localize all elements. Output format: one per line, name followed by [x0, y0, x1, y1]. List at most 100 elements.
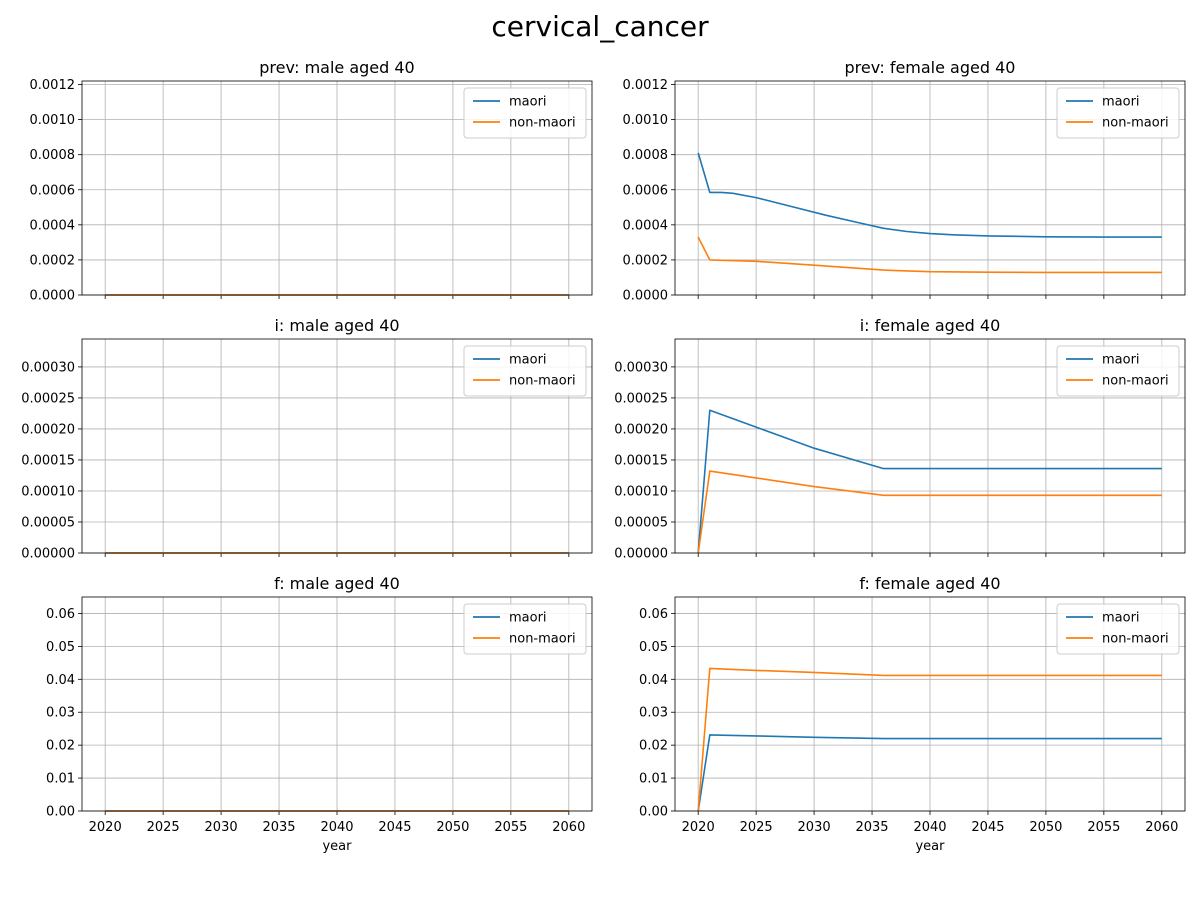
y-tick-label: 0.00010 — [21, 484, 75, 499]
x-axis-label: year — [915, 839, 945, 854]
x-tick-label: 2045 — [378, 820, 411, 835]
y-tick-label: 0.01 — [46, 772, 75, 787]
y-tick-label: 0.00005 — [21, 515, 75, 530]
y-tick-label: 0.05 — [46, 640, 75, 655]
y-tick-label: 0.04 — [639, 673, 668, 688]
x-tick-label: 2055 — [494, 820, 527, 835]
x-tick-label: 2050 — [1029, 820, 1062, 835]
y-tick-label: 0.00005 — [614, 515, 668, 530]
legend-label: maori — [1102, 95, 1140, 110]
y-tick-label: 0.0000 — [623, 289, 669, 304]
legend: maori non-maori — [1056, 87, 1180, 139]
y-tick-label: 0.04 — [46, 673, 75, 688]
legend-label: maori — [509, 611, 547, 626]
y-tick-label: 0.00000 — [21, 547, 75, 562]
panel-4: 0.00000 0.00005 0.00010 0.00015 0.00020 0.000… — [614, 316, 1186, 562]
panel-6: 0.00 0.01 0.02 0.03 0.04 0.05 0.06 2020 2025 2030… — [639, 574, 1186, 854]
figure-title: cervical_cancer — [491, 10, 709, 43]
y-tick-label: 0.02 — [46, 739, 75, 754]
x-tick-label: 2040 — [913, 820, 946, 835]
y-tick-label: 0.00030 — [21, 360, 75, 375]
series-line-non-maori — [697, 470, 1162, 554]
panel-5: 0.00 0.01 0.02 0.03 0.04 0.05 0.06 2020 2025 2030… — [46, 574, 593, 854]
y-tick-label: 0.00 — [639, 805, 668, 820]
plot-frame — [81, 80, 593, 296]
y-tick-label: 0.0006 — [30, 183, 76, 198]
y-tick-label: 0.0012 — [623, 78, 669, 93]
panel-title: prev: female aged 40 — [845, 58, 1016, 77]
x-tick-label: 2050 — [436, 820, 469, 835]
plot-frame — [81, 338, 593, 554]
legend: maori non-maori — [463, 345, 587, 397]
x-axis-label: year — [322, 839, 352, 854]
legend: maori non-maori — [1056, 603, 1180, 655]
panel-title: i: male aged 40 — [274, 316, 399, 335]
y-tick-label: 0.0012 — [30, 78, 76, 93]
y-tick-label: 0.0008 — [623, 148, 669, 163]
plot-frame — [81, 596, 593, 812]
y-tick-label: 0.0008 — [30, 148, 76, 163]
y-tick-label: 0.0004 — [623, 218, 669, 233]
y-tick-label: 0.03 — [46, 706, 75, 721]
legend-label: non-maori — [509, 632, 576, 647]
y-tick-label: 0.00030 — [614, 360, 668, 375]
series-line-maori — [697, 152, 1162, 238]
x-tick-label: 2030 — [205, 820, 238, 835]
y-tick-label: 0.0010 — [623, 113, 669, 128]
legend-label: maori — [509, 353, 547, 368]
x-tick-label: 2020 — [89, 820, 122, 835]
y-tick-label: 0.00025 — [21, 391, 75, 406]
y-tick-label: 0.05 — [639, 640, 668, 655]
legend-label: maori — [509, 95, 547, 110]
y-tick-label: 0.00000 — [614, 547, 668, 562]
series-line-maori — [697, 734, 1162, 812]
plot-frame — [674, 338, 1186, 554]
panel-title: i: female aged 40 — [860, 316, 1001, 335]
x-tick-label: 2035 — [855, 820, 888, 835]
y-tick-label: 0.01 — [639, 772, 668, 787]
y-tick-label: 0.02 — [639, 739, 668, 754]
x-tick-label: 2035 — [262, 820, 295, 835]
x-tick-label: 2060 — [1145, 820, 1178, 835]
panel-2: 0.0000 0.0002 0.0004 0.0006 0.0008 0.0010 0.00… — [623, 58, 1186, 304]
legend-label: non-maori — [1102, 374, 1169, 389]
y-tick-label: 0.0006 — [623, 183, 669, 198]
y-tick-label: 0.03 — [639, 706, 668, 721]
y-tick-label: 0.0002 — [30, 253, 76, 268]
legend: maori non-maori — [463, 603, 587, 655]
panel-title: prev: male aged 40 — [259, 58, 414, 77]
panel-title: f: male aged 40 — [274, 574, 400, 593]
legend: maori non-maori — [463, 87, 587, 139]
legend: maori non-maori — [1056, 345, 1180, 397]
y-tick-label: 0.00 — [46, 805, 75, 820]
y-tick-label: 0.0000 — [30, 289, 76, 304]
panel-title: f: female aged 40 — [859, 574, 1000, 593]
y-tick-label: 0.00015 — [614, 453, 668, 468]
legend-label: maori — [1102, 611, 1140, 626]
x-tick-label: 2030 — [798, 820, 831, 835]
plot-frame — [674, 80, 1186, 296]
legend-label: non-maori — [1102, 632, 1169, 647]
y-tick-label: 0.0002 — [623, 253, 669, 268]
legend-label: non-maori — [509, 116, 576, 131]
x-tick-label: 2025 — [740, 820, 773, 835]
panel-1: 0.0000 0.0002 0.0004 0.0006 0.0008 0.0010 0.00… — [30, 58, 593, 304]
x-tick-label: 2045 — [971, 820, 1004, 835]
legend-label: non-maori — [1102, 116, 1169, 131]
y-tick-label: 0.0004 — [30, 218, 76, 233]
series-line-non-maori — [697, 667, 1162, 812]
x-tick-label: 2040 — [320, 820, 353, 835]
x-tick-label: 2020 — [682, 820, 715, 835]
y-tick-label: 0.00025 — [614, 391, 668, 406]
x-tick-label: 2055 — [1087, 820, 1120, 835]
panel-3: 0.00000 0.00005 0.00010 0.00015 0.00020 0.000… — [21, 316, 593, 562]
series-line-non-maori — [697, 236, 1162, 274]
y-tick-label: 0.00020 — [614, 422, 668, 437]
y-tick-label: 0.00020 — [21, 422, 75, 437]
legend-label: maori — [1102, 353, 1140, 368]
y-tick-label: 0.0010 — [30, 113, 76, 128]
y-tick-label: 0.06 — [46, 607, 75, 622]
x-tick-label: 2060 — [552, 820, 585, 835]
y-tick-label: 0.06 — [639, 607, 668, 622]
